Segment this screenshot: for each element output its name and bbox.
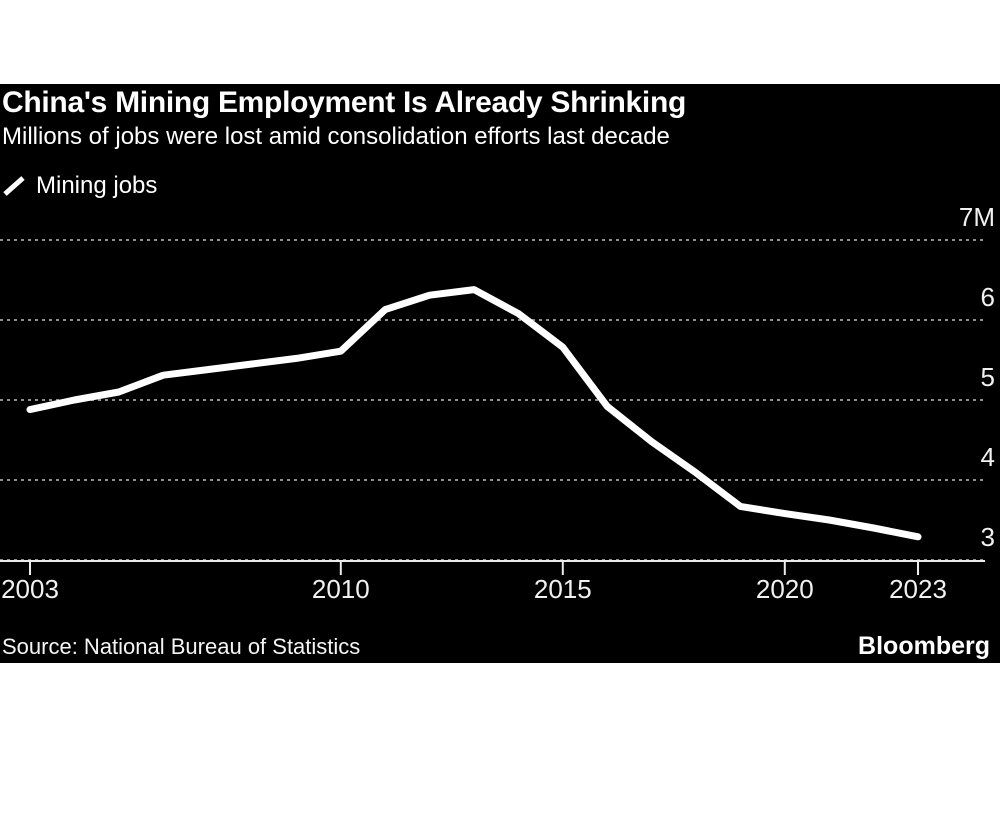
x-tick-label: 2010 (312, 574, 370, 604)
legend-label: Mining jobs (36, 172, 158, 199)
x-tick-label: 2003 (1, 574, 59, 604)
chart-subtitle: Millions of jobs were lost amid consolid… (2, 123, 670, 150)
y-tick-label: 5 (981, 362, 995, 392)
y-tick-label: 6 (981, 282, 995, 312)
chart-legend: Mining jobs (2, 173, 1000, 199)
x-tick-label: 2015 (534, 574, 592, 604)
chart-title: China's Mining Employment Is Already Shr… (2, 86, 686, 119)
chart-panel: China's Mining Employment Is Already Shr… (0, 84, 1000, 663)
bloomberg-logo: Bloomberg (858, 632, 990, 660)
y-tick-label: 7M (959, 202, 995, 232)
x-tick-label: 2023 (889, 574, 947, 604)
y-tick-label: 3 (981, 522, 995, 552)
mining-jobs-series-line (26, 286, 922, 541)
y-tick-label: 4 (981, 442, 995, 472)
mining-jobs-line-chart: 7M 6 5 4 3 2003 2010 2015 2020 2023 (0, 202, 995, 604)
x-tick-label: 2020 (756, 574, 814, 604)
slash-line-icon (3, 176, 25, 196)
source-note: Source: National Bureau of Statistics (2, 634, 361, 659)
chart-footer: Source: National Bureau of Statistics Bl… (0, 633, 1000, 660)
